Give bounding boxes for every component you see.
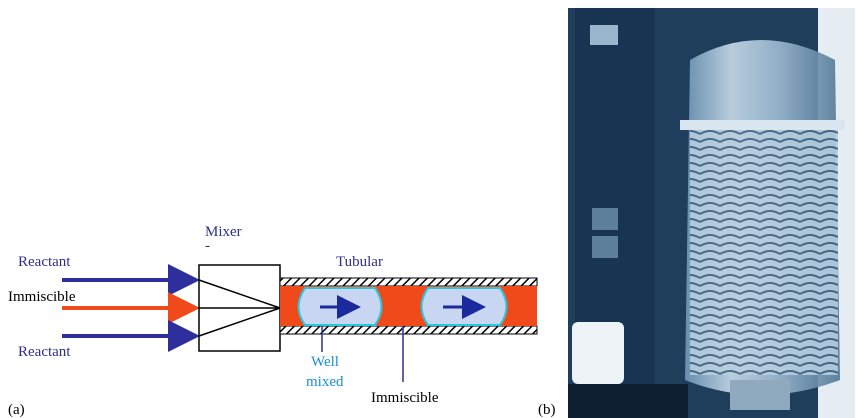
panel-label: (b): [538, 402, 556, 418]
panel-a: Mixer - Tubular Reactant Immiscible Reac…: [8, 224, 537, 418]
immiscible-label: Immiscible: [8, 289, 76, 305]
tube-wall: [280, 278, 537, 286]
reactant-label: Reactant: [18, 344, 71, 360]
reactant-label: Reactant: [18, 254, 71, 270]
coil: [690, 120, 838, 375]
tube-wall: [280, 326, 537, 334]
panel-label: (a): [8, 402, 25, 418]
flange: [680, 120, 845, 130]
well-mixed-label: mixed: [306, 374, 344, 390]
immiscible-label: Immiscible: [371, 390, 439, 406]
photo: [568, 8, 855, 418]
well-mixed-label: Well: [311, 354, 339, 370]
mixer-dash: -: [205, 238, 210, 254]
tubular-label: Tubular: [336, 254, 383, 270]
floor: [568, 384, 688, 418]
meter: [590, 25, 618, 45]
meter: [592, 236, 618, 258]
mixer-label: Mixer: [205, 224, 242, 240]
figure: Mixer - Tubular Reactant Immiscible Reac…: [0, 0, 868, 418]
meter: [592, 208, 618, 230]
base: [730, 380, 790, 410]
pump: [572, 322, 624, 384]
